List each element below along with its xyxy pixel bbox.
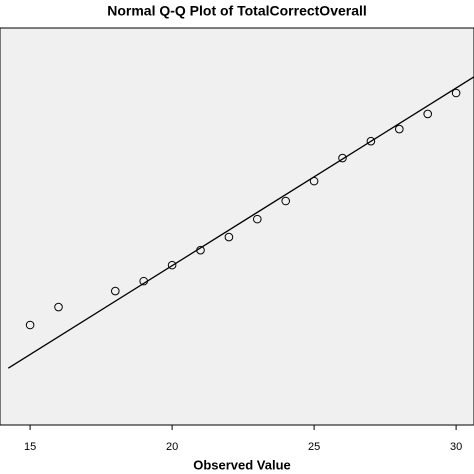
plot-area	[0, 27, 474, 426]
x-tick-label: 25	[308, 441, 320, 453]
point	[54, 302, 63, 312]
point	[25, 320, 35, 330]
x-tick-label: 20	[166, 441, 178, 453]
point	[309, 176, 319, 186]
x-tick-label: 30	[450, 441, 462, 453]
point	[196, 245, 205, 255]
point	[167, 260, 177, 270]
chart-title: Normal Q-Q Plot of TotalCorrectOverall	[107, 3, 367, 19]
x-tick-label: 15	[24, 441, 36, 453]
x-axis-label: Observed Value	[193, 457, 291, 472]
point	[366, 136, 376, 146]
point	[111, 286, 120, 296]
point	[224, 232, 234, 242]
point	[253, 214, 262, 224]
point	[338, 153, 347, 163]
point	[451, 88, 461, 98]
point	[423, 109, 433, 119]
point	[139, 276, 149, 286]
point	[281, 196, 291, 206]
point	[395, 124, 404, 134]
reference-line	[7, 76, 474, 369]
